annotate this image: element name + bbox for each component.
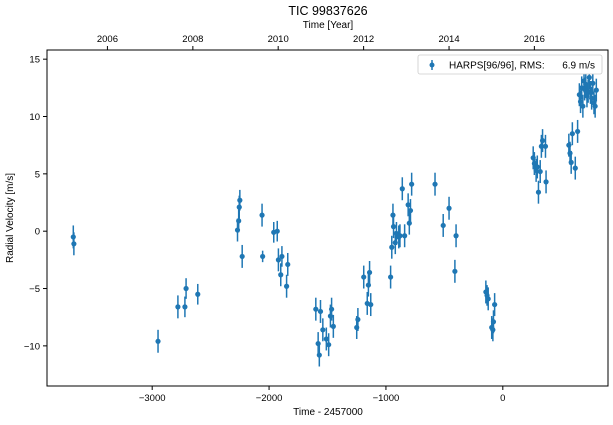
y-tick-label: −5 bbox=[29, 284, 40, 295]
data-point bbox=[366, 269, 373, 276]
data-point bbox=[589, 95, 595, 101]
data-point bbox=[313, 306, 319, 312]
data-point bbox=[239, 253, 245, 260]
legend-label: HARPS[96/96], RMS: bbox=[449, 61, 545, 72]
x-tick-label: −1000 bbox=[373, 393, 400, 404]
plot-frame bbox=[46, 49, 609, 387]
data-point bbox=[275, 257, 282, 263]
data-point bbox=[237, 197, 243, 203]
data-point bbox=[260, 253, 266, 260]
data-point bbox=[259, 212, 265, 218]
data-point bbox=[543, 179, 549, 185]
data-point bbox=[402, 233, 408, 239]
data-point bbox=[182, 304, 188, 310]
y-tick-label: −10 bbox=[24, 341, 40, 352]
data-point bbox=[534, 164, 540, 170]
y-tick-label: 0 bbox=[35, 227, 40, 238]
data-point bbox=[155, 338, 161, 344]
data-point bbox=[580, 103, 586, 109]
data-point bbox=[492, 301, 498, 308]
x-tick-label: −2000 bbox=[256, 393, 283, 404]
data-point bbox=[323, 336, 329, 342]
data-point bbox=[71, 241, 77, 247]
top-tick-label: 2012 bbox=[353, 34, 374, 45]
data-point bbox=[399, 186, 405, 192]
data-point bbox=[316, 352, 322, 358]
data-point bbox=[236, 218, 242, 224]
data-point bbox=[405, 202, 411, 208]
data-point bbox=[195, 291, 201, 297]
data-point bbox=[175, 304, 181, 310]
data-point bbox=[388, 274, 394, 280]
top-tick-label: 2010 bbox=[268, 34, 289, 45]
y-axis-label: Radial Velocity [m/s] bbox=[5, 173, 16, 263]
data-point bbox=[328, 306, 335, 312]
data-point bbox=[539, 137, 546, 144]
x-axis-label: Time - 2457000 bbox=[293, 407, 363, 418]
x-tick-label: −3000 bbox=[139, 393, 166, 404]
data-point bbox=[317, 308, 324, 315]
data-point bbox=[569, 131, 575, 137]
legend-rms-value: 6.9 m/s bbox=[562, 61, 595, 72]
data-point bbox=[409, 181, 415, 187]
y-tick-label: 5 bbox=[35, 169, 40, 180]
data-point bbox=[183, 285, 189, 292]
top-tick-label: 2006 bbox=[97, 34, 118, 45]
data-point bbox=[355, 316, 361, 323]
data-point bbox=[485, 296, 491, 302]
x-tick-label: 0 bbox=[500, 393, 505, 404]
data-point bbox=[452, 268, 458, 274]
data-point bbox=[440, 222, 446, 229]
data-point bbox=[283, 283, 290, 289]
data-point bbox=[568, 159, 574, 165]
data-point bbox=[368, 301, 374, 308]
data-point bbox=[285, 261, 291, 268]
data-point bbox=[389, 244, 395, 250]
data-point bbox=[535, 189, 542, 195]
data-point bbox=[278, 272, 284, 278]
data-point bbox=[542, 143, 549, 149]
top-tick-label: 2014 bbox=[438, 34, 459, 45]
data-point bbox=[361, 274, 367, 280]
y-tick-label: 15 bbox=[29, 55, 40, 66]
data-point bbox=[593, 87, 599, 93]
data-point bbox=[537, 168, 543, 175]
top-tick-label: 2016 bbox=[524, 34, 545, 45]
legend-box bbox=[417, 54, 603, 75]
data-point bbox=[320, 327, 326, 333]
data-point bbox=[575, 128, 581, 135]
data-point bbox=[490, 319, 497, 325]
data-point bbox=[326, 342, 332, 348]
data-points bbox=[70, 66, 599, 367]
data-point bbox=[577, 99, 584, 105]
chart-title: TIC 99837626 bbox=[288, 4, 367, 18]
data-point bbox=[274, 228, 280, 234]
data-point bbox=[397, 233, 403, 239]
data-point bbox=[453, 233, 459, 239]
data-point bbox=[407, 207, 414, 214]
top-axis-label: Time [Year] bbox=[303, 20, 354, 31]
top-tick-label: 2008 bbox=[182, 34, 203, 45]
legend: HARPS[96/96], RMS: 6.9 m/s bbox=[417, 54, 603, 75]
data-point bbox=[572, 165, 578, 171]
data-point bbox=[330, 323, 336, 329]
data-point bbox=[590, 80, 596, 86]
data-point bbox=[586, 74, 592, 81]
data-point bbox=[446, 205, 452, 211]
data-point bbox=[432, 181, 438, 187]
data-point bbox=[279, 253, 285, 260]
axis-ticks: −3000 −2000 −1000 0 −10 −5 0 5 10 15 2006 2008 2010 2… bbox=[24, 34, 545, 404]
y-tick-label: 10 bbox=[29, 112, 40, 123]
data-point bbox=[390, 224, 397, 230]
legend-point-marker bbox=[429, 62, 435, 68]
data-point bbox=[592, 103, 598, 109]
